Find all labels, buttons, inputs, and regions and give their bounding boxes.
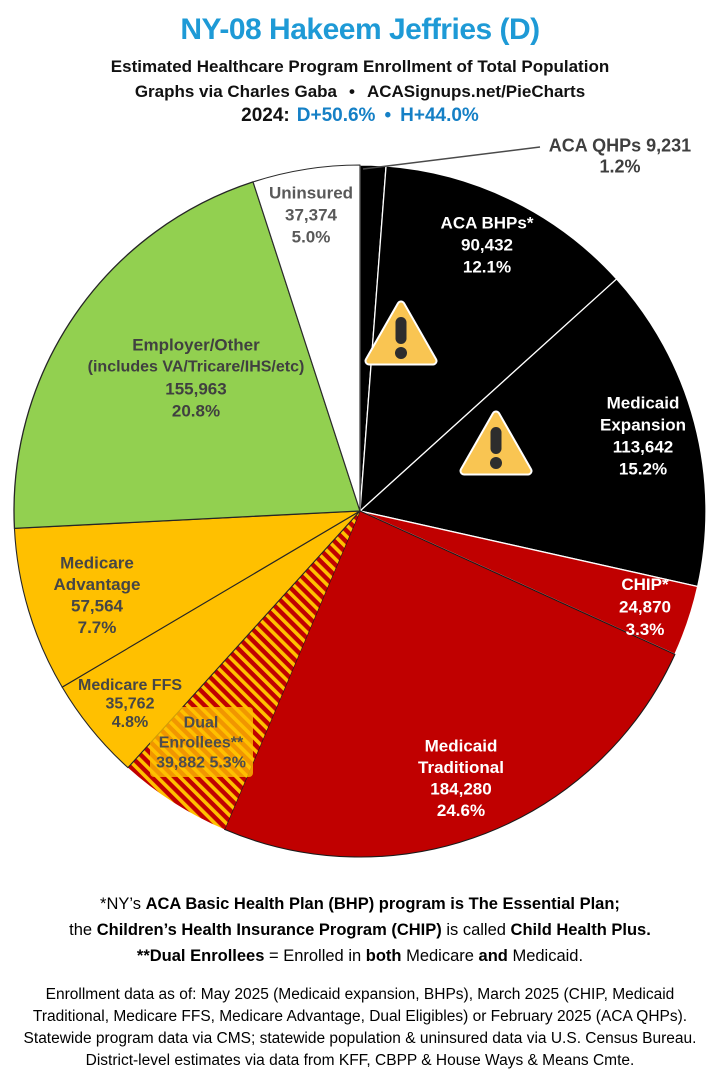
- dem-margin: D+50.6%: [296, 105, 376, 126]
- pie-slice-medicaid-traditional: [224, 510, 676, 858]
- callout-leader-line: [362, 146, 541, 170]
- pie-slice-aca-bhps: [359, 165, 618, 512]
- source-line: District-level estimates via data from K…: [85, 1052, 635, 1069]
- credit-site: ACASignups.net/PieCharts: [366, 82, 586, 101]
- slice-label-employer-other: Employer/Other (includes VA/Tricare/IHS/e…: [88, 336, 305, 421]
- slice-label-medicaid-traditional: Medicaid Traditional 184,280 24.6%: [418, 736, 504, 820]
- bullet-separator: •: [384, 105, 392, 126]
- slice-label-medicare-ffs: Medicare FFS 35,762 4.8%: [78, 677, 182, 731]
- pie-slice-employer-other: [13, 181, 361, 530]
- slice-label-medicare-advantage: Medicare Advantage 57,564 7.7%: [54, 553, 141, 637]
- subtitle: Estimated Healthcare Program Enrollment …: [110, 57, 610, 76]
- credit-text: Graphs via Charles Gaba: [134, 82, 338, 101]
- pie-slice-medicare-advantage: [13, 510, 361, 688]
- source-line: Enrollment data as of: May 2025 (Medicai…: [45, 986, 675, 1003]
- page-title: NY-08 Hakeem Jeffries (D): [180, 13, 540, 46]
- slice-label-chip: CHIP* 24,870 3.3%: [619, 575, 671, 639]
- slice-label-dual-enrollees: Dual Enrollees** 39,882 5.3%: [156, 715, 246, 772]
- slice-label-uninsured: Uninsured 37,374 5.0%: [269, 184, 353, 247]
- footnote-line: *NY’s ACA Basic Health Plan (BHP) progra…: [100, 895, 620, 913]
- pie-slice-uninsured: [252, 164, 361, 512]
- slice-label-medicaid-expansion: Medicaid Expansion 113,642 15.2%: [600, 394, 686, 479]
- callout-label-aca-qhps: ACA QHPs 9,231 1.2%: [549, 136, 691, 177]
- warning-icon: [459, 410, 533, 476]
- footnote-line: **Dual Enrollees = Enrolled in both Medi…: [136, 947, 584, 965]
- source-line: Traditional, Medicare FFS, Medicare Adva…: [32, 1008, 688, 1025]
- source-footnote: Enrollment data as of: May 2025 (Medicai…: [0, 984, 720, 1070]
- slice-label-bg-dual-enrollees: [150, 707, 253, 777]
- credit-line: Graphs via Charles Gaba • ACASignups.net/P…: [0, 82, 720, 102]
- pie-slice-medicaid-expansion: [359, 278, 707, 588]
- partisan-lean-line: 2024: D+50.6% • H+44.0%: [0, 105, 720, 127]
- footnote-line: the Children’s Health Insurance Program …: [69, 921, 651, 939]
- source-line: Statewide program data via CMS; statewid…: [23, 1030, 697, 1047]
- warning-icon: [364, 300, 438, 366]
- program-footnote: *NY’s ACA Basic Health Plan (BHP) progra…: [0, 891, 720, 969]
- house-margin: H+44.0%: [400, 105, 479, 126]
- bullet-separator: •: [349, 82, 355, 101]
- year-label: 2024:: [241, 105, 290, 126]
- slice-label-aca-bhps: ACA BHPs* 90,432 12.1%: [441, 214, 534, 277]
